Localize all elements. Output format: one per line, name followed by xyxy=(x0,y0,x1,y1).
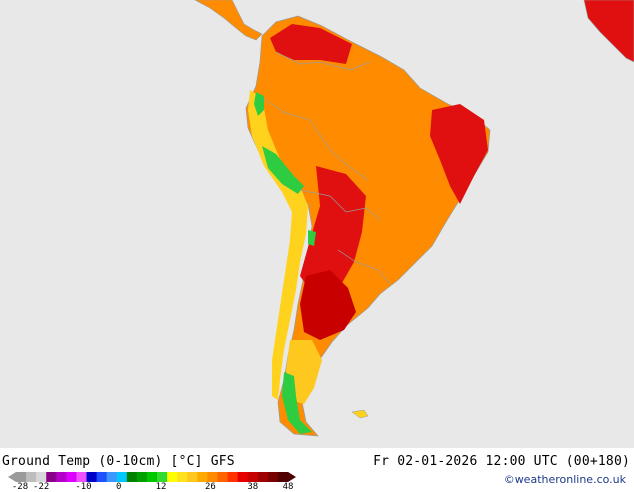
legend-tick-label: 48 xyxy=(282,482,294,492)
mild-zone-andes xyxy=(248,90,308,400)
temperature-map-svg xyxy=(194,0,634,437)
weather-map xyxy=(0,0,634,448)
legend-swatch xyxy=(146,472,158,482)
south-america-landmass xyxy=(245,15,491,437)
legend-swatch xyxy=(46,472,57,482)
legend-tick-label: 38 xyxy=(247,482,259,492)
legend-swatch xyxy=(207,472,218,482)
hot-zone-northwest xyxy=(270,24,352,64)
map-datetime: Fr 02-01-2026 12:00 UTC (00+180) xyxy=(373,454,630,469)
legend-arrow-left xyxy=(8,472,16,482)
legend-tick-label: 12 xyxy=(155,482,167,492)
legend-swatch xyxy=(167,472,178,482)
legend-tick-label: -10 xyxy=(75,482,92,492)
legend-swatch xyxy=(247,472,259,482)
falkland-islands xyxy=(351,409,369,419)
color-legend-bar xyxy=(8,472,296,482)
legend-swatch xyxy=(76,472,87,482)
cool-zone-fuegian-andes xyxy=(282,372,312,434)
hot-zone-northeast-brazil xyxy=(430,104,488,204)
legend-swatch xyxy=(36,472,47,482)
legend-tick-label: -28 xyxy=(11,482,29,492)
central-america-landmass xyxy=(194,0,263,41)
hot-zone-chaco xyxy=(300,166,366,298)
legend-swatch xyxy=(96,472,108,482)
legend-swatch xyxy=(116,472,128,482)
legend-swatch xyxy=(16,472,27,482)
africa-corner-landmass xyxy=(583,0,634,63)
legend-swatch xyxy=(217,472,228,482)
credit-link[interactable]: ©weatheronline.co.uk xyxy=(503,473,626,486)
map-title: Ground Temp (0-10cm) [°C] GFS xyxy=(2,454,235,469)
legend-swatch xyxy=(56,472,67,482)
legend-swatch xyxy=(227,472,239,482)
legend-swatch xyxy=(157,472,168,482)
legend-swatch xyxy=(267,472,279,482)
cool-zone-ecuador xyxy=(254,92,264,116)
legend-swatch xyxy=(177,472,188,482)
legend-swatch xyxy=(197,472,208,482)
hot-zone-patagonia-north xyxy=(300,270,356,340)
cool-zone-central-andes xyxy=(308,230,316,246)
legend-swatch xyxy=(106,472,118,482)
legend-swatch xyxy=(66,472,77,482)
cool-zone-peru-bolivia xyxy=(262,146,304,194)
legend-swatch xyxy=(277,472,289,482)
legend-arrow-right xyxy=(288,472,296,482)
legend-tick-label: 26 xyxy=(204,482,216,492)
legend-swatch xyxy=(136,472,148,482)
legend-swatch xyxy=(187,472,198,482)
legend-swatch xyxy=(26,472,37,482)
legend-tick-label: 0 xyxy=(116,482,122,492)
legend-tick-label: -22 xyxy=(33,482,50,492)
legend-swatch xyxy=(126,472,138,482)
legend-swatch xyxy=(86,472,97,482)
map-footer: Ground Temp (0-10cm) [°C] GFS Fr 02-01-2… xyxy=(0,448,634,492)
country-borders xyxy=(261,51,391,285)
legend-swatch xyxy=(257,472,269,482)
legend-swatch xyxy=(237,472,249,482)
